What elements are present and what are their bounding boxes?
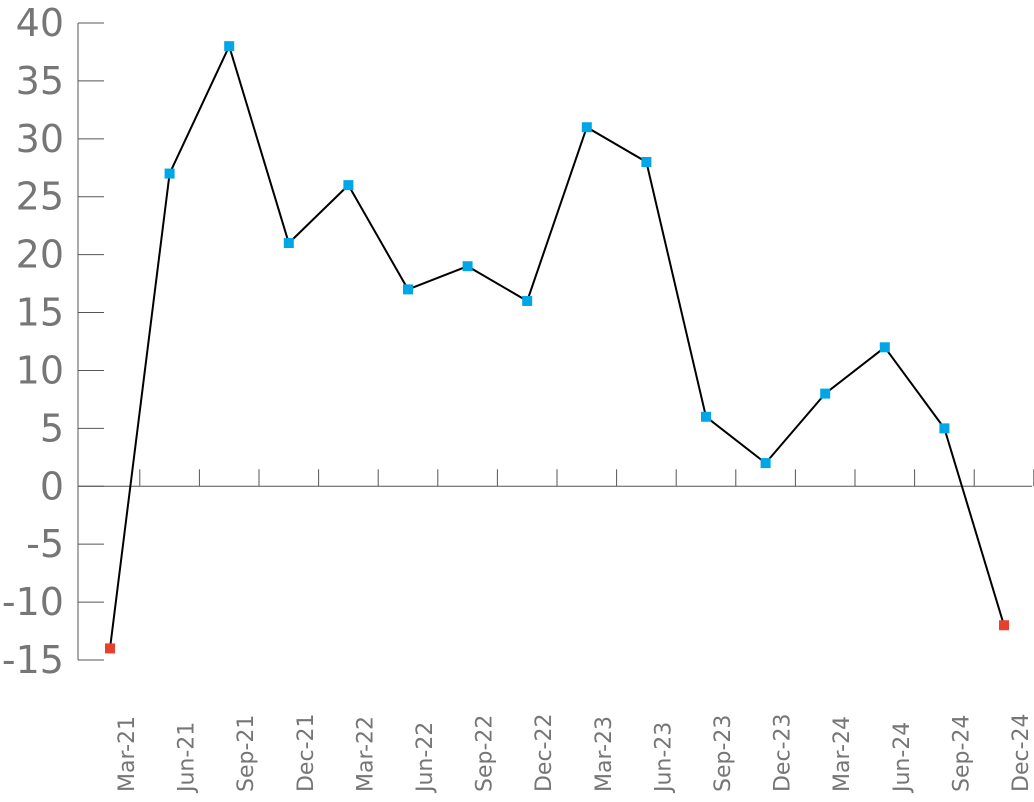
data-point-marker [403,284,413,295]
x-tick-label: Jun-24 [890,722,915,794]
x-tick-label: Mar-21 [115,716,140,792]
x-tick-label: Sep-21 [234,715,259,792]
data-point-marker [999,620,1009,631]
y-tick-label: 40 [16,1,64,45]
y-tick-label: 35 [16,59,64,103]
x-axis-ticks [139,469,1034,487]
data-point-marker [820,388,831,399]
data-point-marker [701,411,711,422]
y-axis-tick-labels: 40 35 30 25 20 15 10 5 0 -5 -10 -15 [2,1,64,682]
x-tick-label: Mar-24 [830,716,855,792]
y-tick-label: 10 [16,348,64,392]
data-point-marker [522,295,533,306]
y-tick-label: 25 [16,175,64,219]
x-tick-label: Sep-22 [473,715,498,792]
y-tick-label: -5 [26,522,64,566]
x-tick-label: Mar-22 [353,716,378,792]
x-tick-label: Jun-23 [651,722,676,794]
y-tick-label: 5 [40,406,64,450]
data-point-marker [283,238,294,249]
x-tick-label: Jun-22 [413,722,438,794]
data-point-marker [462,261,473,272]
y-tick-label: -10 [2,580,64,624]
x-tick-label: Jun-21 [175,722,200,794]
x-tick-label: Dec-24 [1009,713,1034,792]
x-tick-label: Sep-24 [949,715,974,792]
x-tick-label: Dec-21 [294,713,319,792]
y-axis: 40 35 30 25 20 15 10 5 0 -5 -10 -15 [2,1,104,682]
y-tick-label: 20 [16,233,64,277]
data-point-marker [581,122,592,133]
data-point-marker [760,458,771,469]
y-axis-ticks [78,22,104,661]
x-axis-tick-labels: Mar-21 Jun-21 Sep-21 Dec-21 Mar-22 Jun-22 Sep-… [115,713,1034,794]
y-tick-label: 30 [16,117,64,161]
x-axis: Mar-21 Jun-21 Sep-21 Dec-21 Mar-22 Jun-22 Sep-… [78,469,1034,794]
data-point-marker [939,423,950,434]
x-tick-label: Sep-23 [711,715,736,792]
data-point-marker [641,156,652,167]
series-markers [105,41,1009,654]
data-point-marker [164,168,175,179]
data-point-marker [105,643,115,654]
data-point-marker [224,41,235,52]
x-tick-label: Dec-22 [532,713,557,792]
x-tick-label: Dec-23 [771,713,796,792]
data-point-marker [343,180,354,191]
y-tick-label: -15 [2,638,64,682]
x-tick-label: Mar-23 [592,716,617,792]
data-point-marker [879,342,890,353]
series-line [109,45,1005,649]
y-tick-label: 0 [40,464,64,508]
y-tick-label: 15 [16,291,64,335]
